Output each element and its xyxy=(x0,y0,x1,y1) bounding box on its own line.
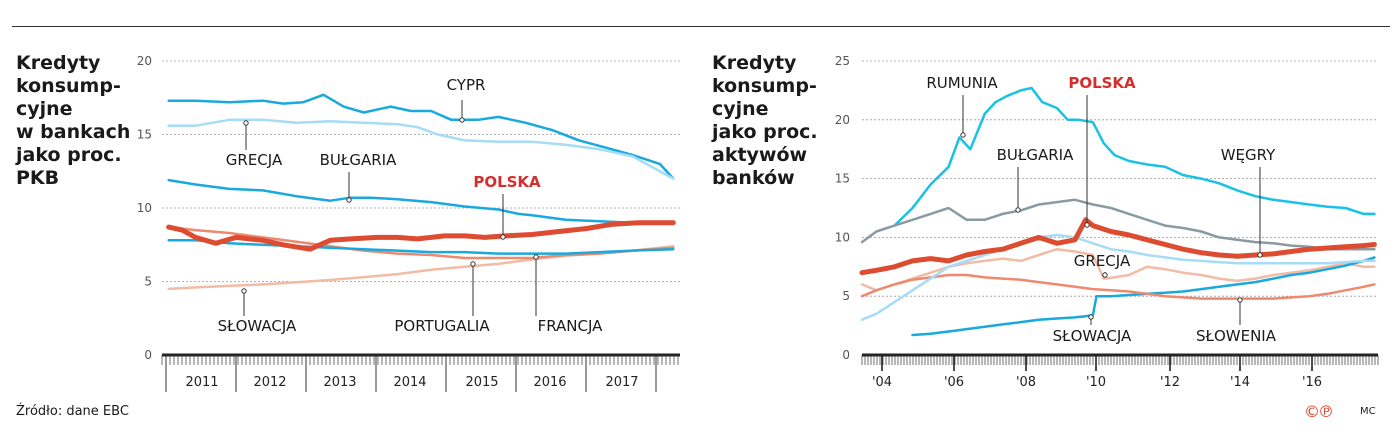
leader-dot xyxy=(500,234,506,240)
y-tick-label: 10 xyxy=(835,230,850,244)
series-line-polska xyxy=(859,217,1377,276)
leader-dot xyxy=(459,117,465,123)
y-tick-label: 20 xyxy=(137,54,152,68)
title-line: konsump- xyxy=(16,75,121,97)
x-tick-label: 2013 xyxy=(323,375,356,390)
x-tick-label: 2015 xyxy=(465,375,498,390)
x-tick-label: 2014 xyxy=(393,375,426,390)
x-tick-label: 2012 xyxy=(253,375,286,390)
series-label: POLSKA xyxy=(1068,74,1136,92)
x-tick-label: '10 xyxy=(1086,375,1106,390)
series-label: SŁOWACJA xyxy=(218,317,297,335)
series-line-bułgaria xyxy=(860,198,1376,251)
x-tick-label: 2017 xyxy=(605,375,638,390)
series-line-słowacja xyxy=(911,256,1376,337)
x-tick-label: '16 xyxy=(1302,375,1322,390)
leader-dot xyxy=(1015,207,1021,213)
series-label: SŁOWACJA xyxy=(1053,327,1132,345)
title-line: banków xyxy=(712,167,795,189)
title-line: PKB xyxy=(16,167,60,189)
series-label: POLSKA xyxy=(473,173,541,191)
series-line-grecja xyxy=(167,118,675,180)
series-label: WĘGRY xyxy=(1221,146,1276,164)
top-rule xyxy=(12,26,1390,27)
leader-dot xyxy=(1088,314,1094,320)
y-tick-label: 5 xyxy=(144,275,152,289)
leader-dot xyxy=(241,288,247,294)
x-tick-label: 2011 xyxy=(185,375,218,390)
series-line-rumunia xyxy=(893,86,1376,227)
series-label: PORTUGALIA xyxy=(394,317,490,335)
series-line-słowenia xyxy=(860,273,1376,300)
series-label: BUŁGARIA xyxy=(997,146,1074,164)
series-line-portugalia xyxy=(167,225,675,260)
leader-dot xyxy=(1237,297,1243,303)
y-tick-label: 15 xyxy=(835,172,850,186)
x-tick-label: '08 xyxy=(1016,375,1036,390)
series-label: FRANCJA xyxy=(538,317,604,335)
y-tick-label: 15 xyxy=(137,128,152,142)
y-tick-label: 0 xyxy=(842,348,850,362)
series-line-bułgaria xyxy=(167,178,675,224)
x-tick-label: 2016 xyxy=(533,375,566,390)
y-tick-label: 20 xyxy=(835,113,850,127)
source-note: Źródło: dane EBC xyxy=(16,404,129,419)
title-line: Kredyty xyxy=(712,52,797,74)
leader-dot xyxy=(1102,272,1108,278)
x-tick-label: '06 xyxy=(944,375,964,390)
title-line: aktywów xyxy=(712,144,808,166)
title-line: cyjne xyxy=(712,98,769,120)
y-tick-label: 0 xyxy=(144,348,152,362)
series-label: BUŁGARIA xyxy=(320,151,397,169)
title-line: w bankach xyxy=(16,121,131,143)
series-label: GRECJA xyxy=(1074,252,1131,270)
copyright-icon: ©℗ xyxy=(1304,402,1334,421)
y-tick-label: 25 xyxy=(835,54,850,68)
leader-dot xyxy=(960,132,966,138)
leader-dot xyxy=(243,120,249,126)
right-chart-title: Kredyty konsump-cyjne jako proc. aktywów ban… xyxy=(712,52,818,190)
left-chart-title: Kredyty konsump-cyjne w bankach jako proc. P… xyxy=(16,52,130,190)
x-tick-label: '12 xyxy=(1160,375,1180,390)
title-line: jako proc. xyxy=(712,121,818,143)
title-line: cyjne xyxy=(16,98,73,120)
x-tick-label: '04 xyxy=(872,375,892,390)
author-initials: MC xyxy=(1360,406,1376,417)
title-line: konsump- xyxy=(712,75,817,97)
y-tick-label: 10 xyxy=(137,201,152,215)
series-label: GRECJA xyxy=(226,151,283,169)
series-label: RUMUNIA xyxy=(926,74,998,92)
series-line-francja xyxy=(167,239,675,255)
x-tick-label: '14 xyxy=(1230,375,1250,390)
leader-dot xyxy=(1257,252,1263,258)
leader-dot xyxy=(533,254,539,260)
leader-dot xyxy=(1084,222,1090,228)
leader-dot xyxy=(346,197,352,203)
series-label: CYPR xyxy=(447,76,486,94)
series-line-węgry xyxy=(860,233,1376,321)
y-tick-label: 5 xyxy=(842,289,850,303)
title-line: Kredyty xyxy=(16,52,101,74)
series-label: SŁOWENIA xyxy=(1196,327,1277,345)
series-line-polska xyxy=(166,220,676,252)
title-line: jako proc. xyxy=(16,144,122,166)
series-line-cypr xyxy=(167,93,675,180)
leader-dot xyxy=(470,261,476,267)
